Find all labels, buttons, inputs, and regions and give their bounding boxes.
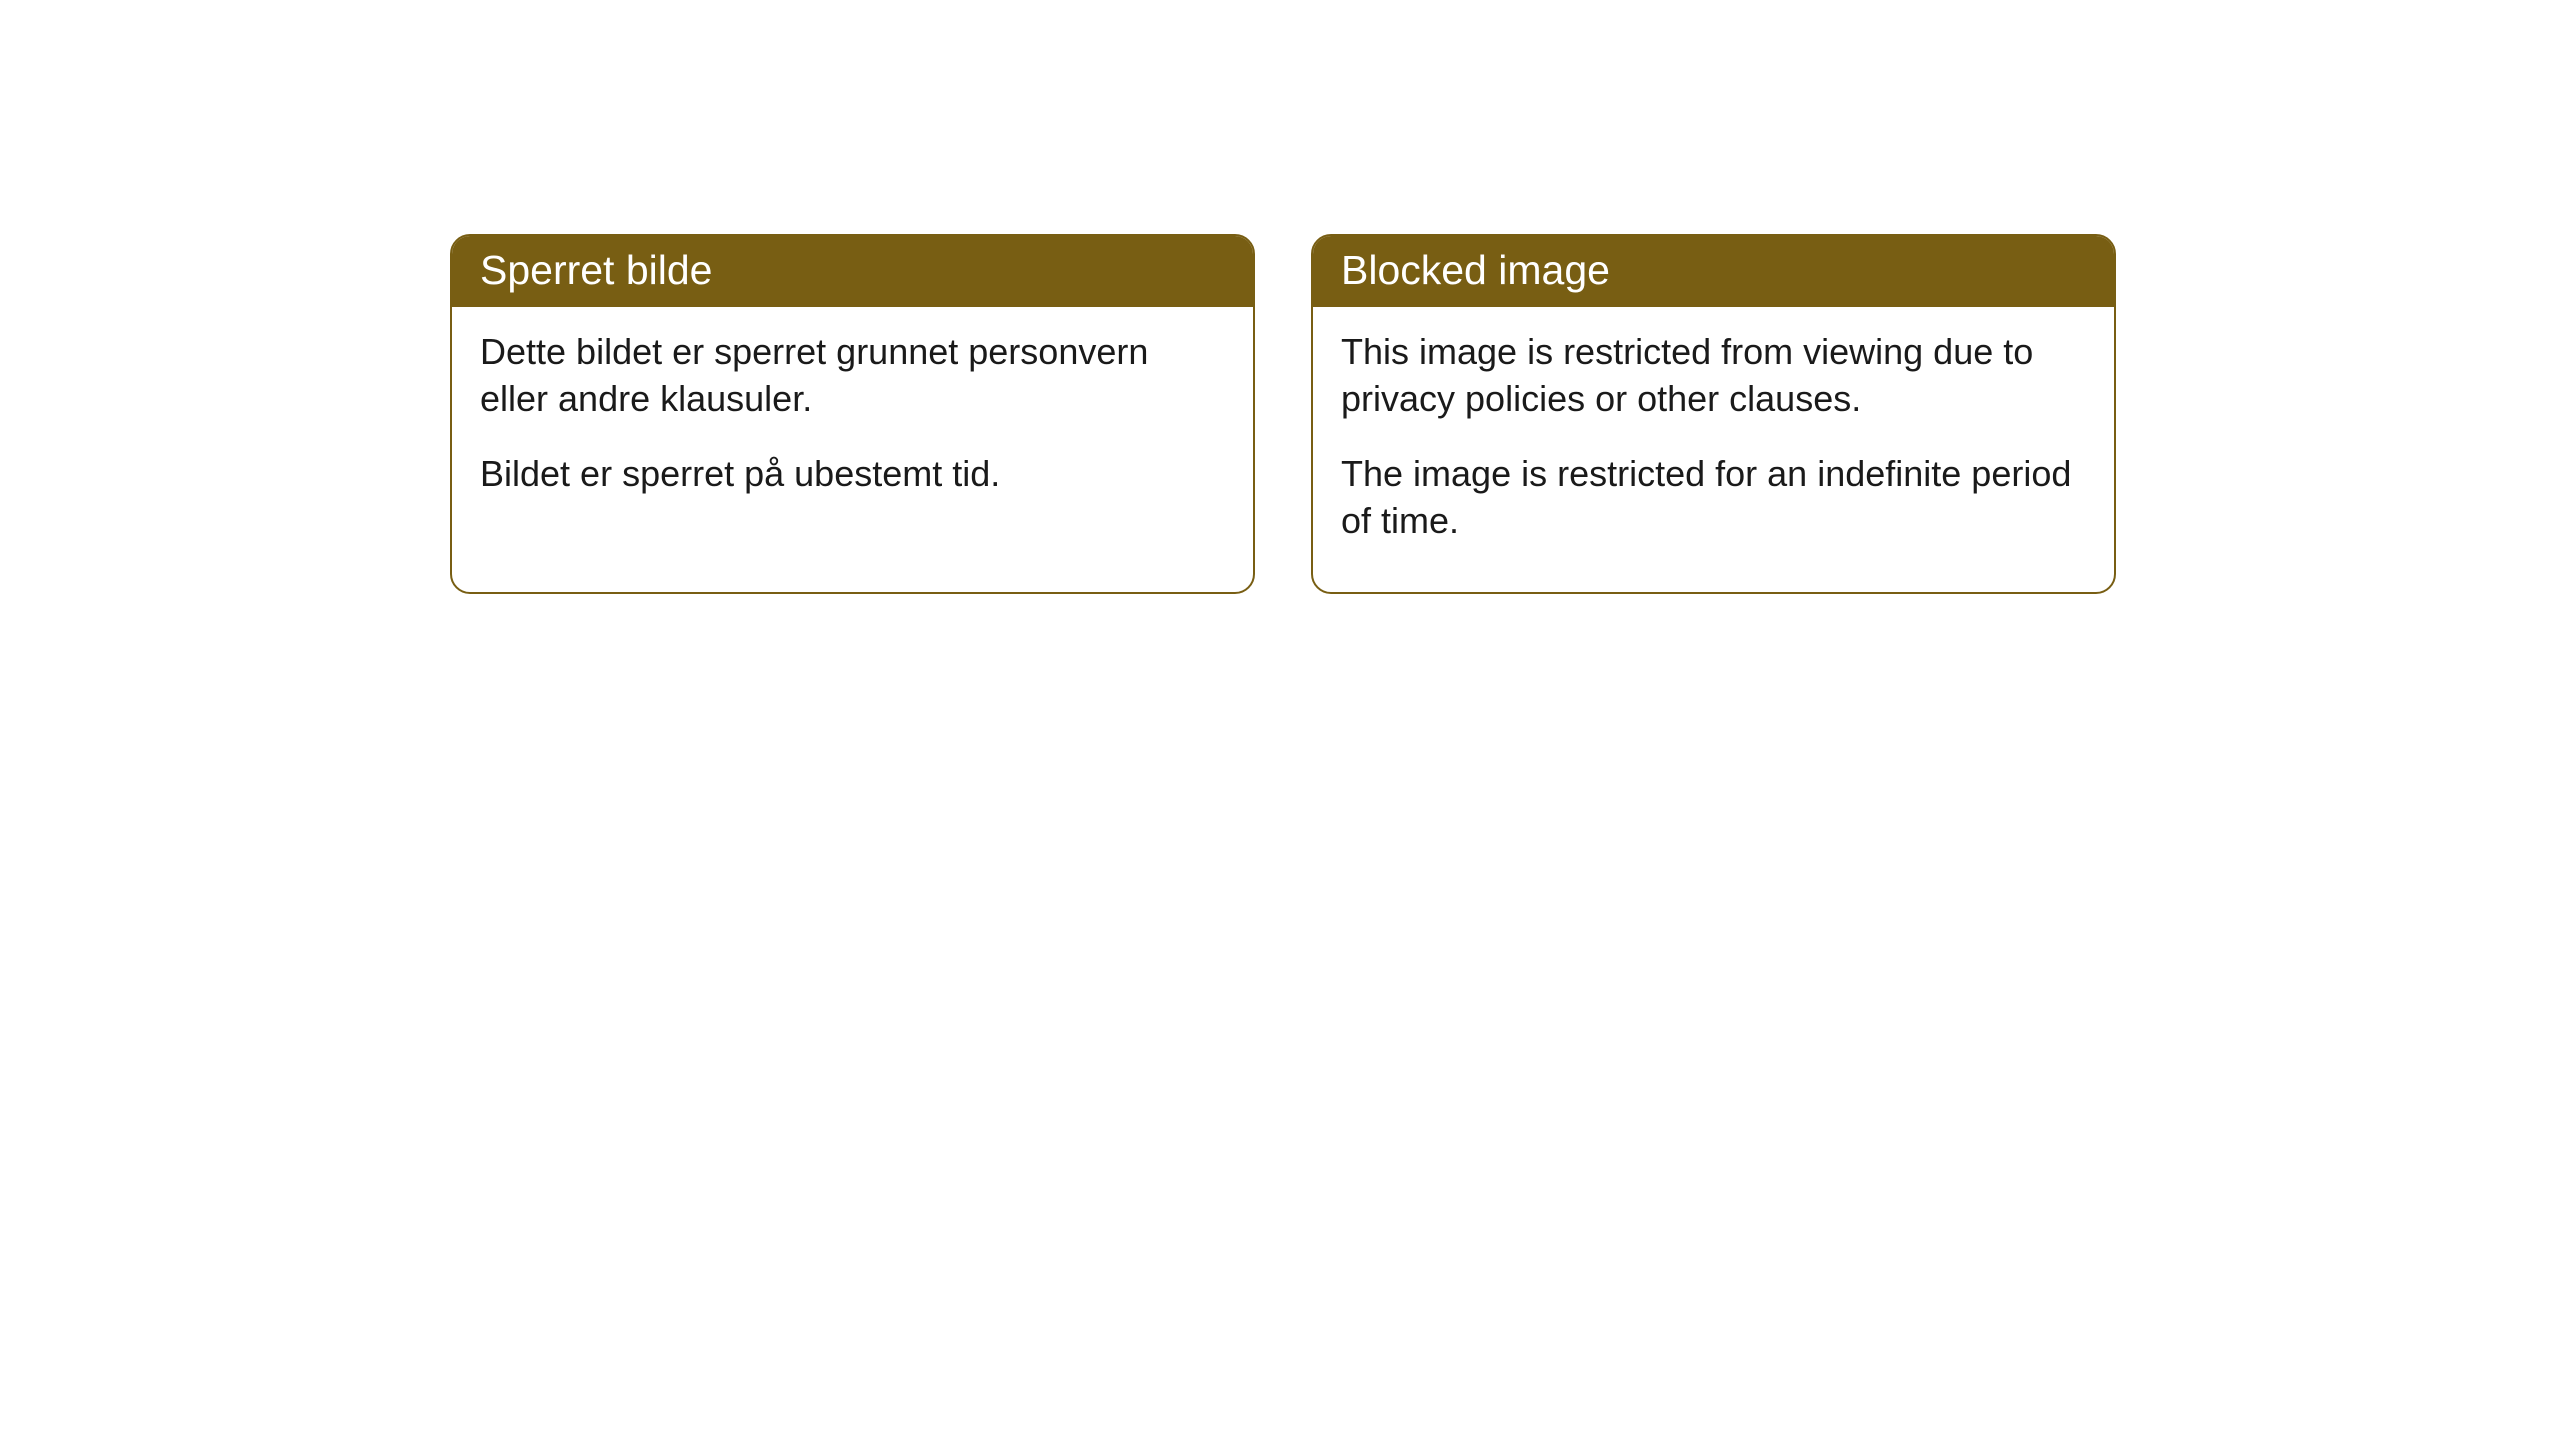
- card-body-english: This image is restricted from viewing du…: [1313, 307, 2114, 592]
- card-paragraph-1: This image is restricted from viewing du…: [1341, 329, 2086, 423]
- card-english: Blocked image This image is restricted f…: [1311, 234, 2116, 594]
- card-norwegian: Sperret bilde Dette bildet er sperret gr…: [450, 234, 1255, 594]
- cards-container: Sperret bilde Dette bildet er sperret gr…: [450, 234, 2560, 594]
- card-paragraph-1: Dette bildet er sperret grunnet personve…: [480, 329, 1225, 423]
- card-paragraph-2: The image is restricted for an indefinit…: [1341, 451, 2086, 545]
- card-header-norwegian: Sperret bilde: [452, 236, 1253, 307]
- card-body-norwegian: Dette bildet er sperret grunnet personve…: [452, 307, 1253, 545]
- card-paragraph-2: Bildet er sperret på ubestemt tid.: [480, 451, 1225, 498]
- card-header-english: Blocked image: [1313, 236, 2114, 307]
